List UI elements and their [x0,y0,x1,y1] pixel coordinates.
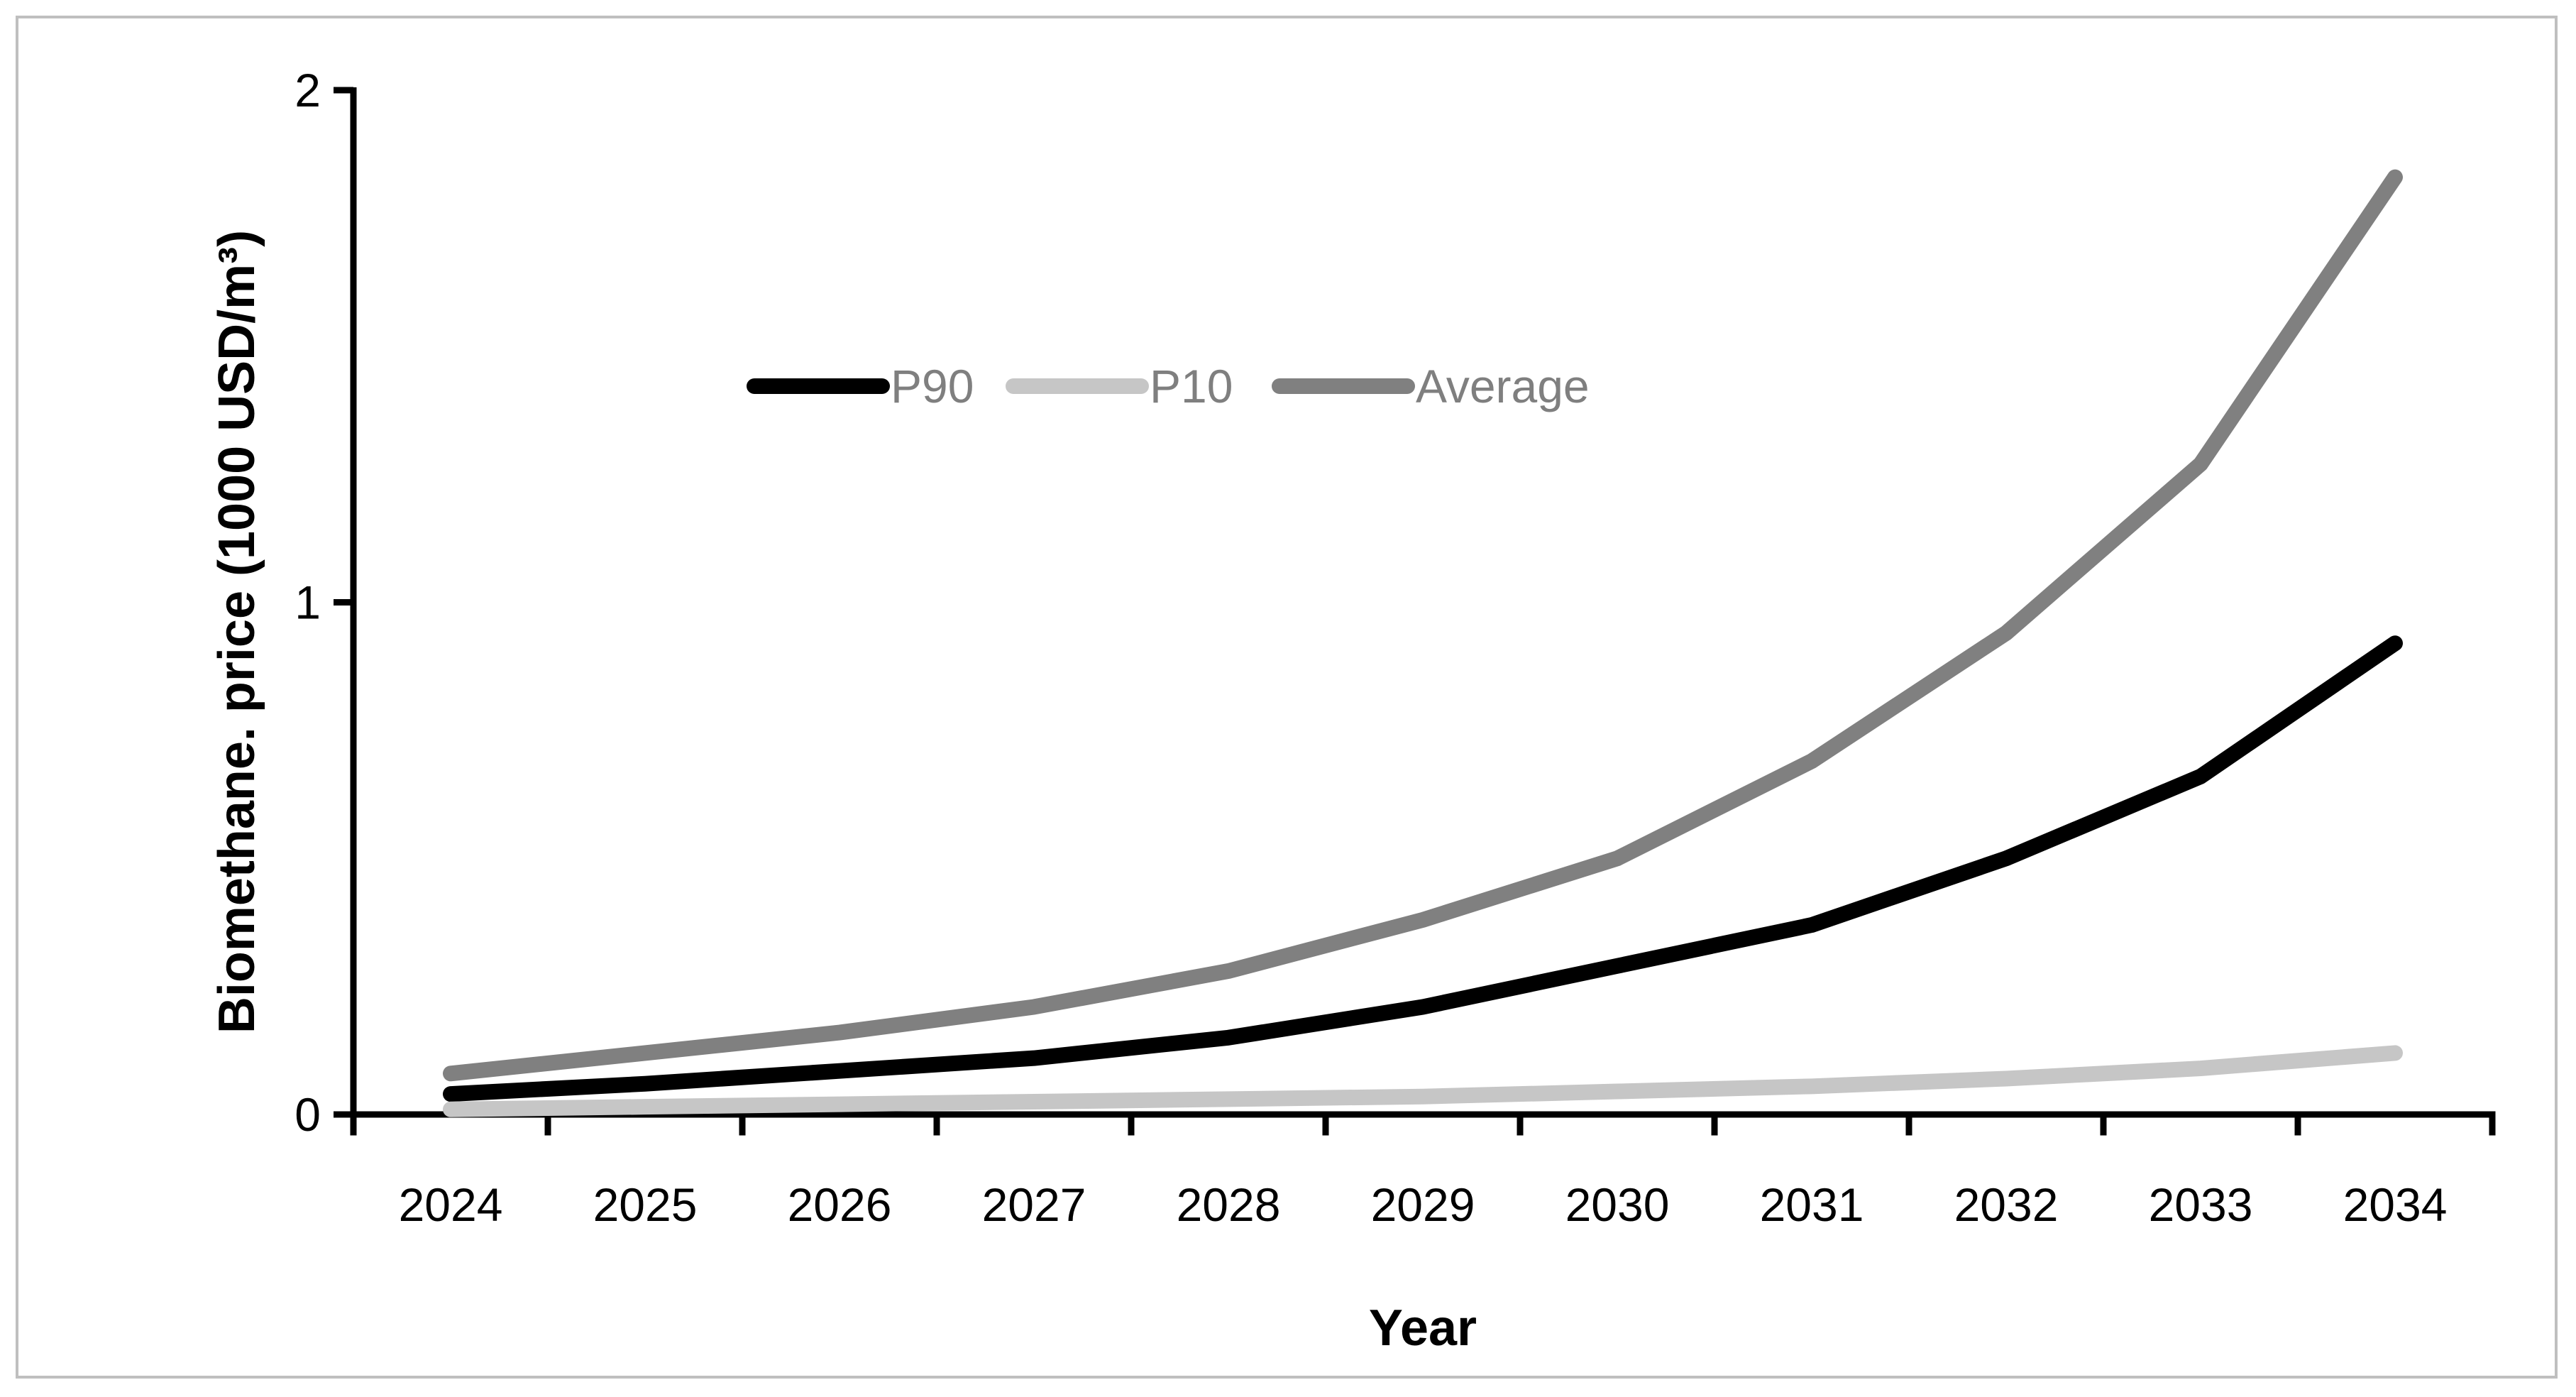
plot-area: 0 1 2 2024 2025 2026 2027 2028 2029 2030 2031 2032 2… [295,64,2496,1231]
legend-label-p10: P10 [1150,360,1233,412]
x-tick-label: 2031 [1760,1178,1864,1231]
y-tick-label: 1 [295,576,321,629]
legend-label-p90: P90 [891,360,974,412]
legend: P90 P10 Average [747,360,1590,412]
x-tick-label: 2025 [593,1178,698,1231]
x-tick-label: 2032 [1954,1178,2059,1231]
x-tick-label: 2024 [399,1178,503,1231]
x-tick-label: 2028 [1177,1178,1281,1231]
series-line-p90 [443,635,2403,1102]
y-tick-label: 2 [295,64,321,116]
legend-label-average: Average [1416,360,1590,412]
x-tick-label: 2033 [2149,1178,2253,1231]
y-axis-title: Biomethane. price (1000 USD/m³) [209,230,265,1034]
x-tick-label: 2029 [1371,1178,1475,1231]
x-tick-label: 2026 [788,1178,892,1231]
series-line-p10 [443,1045,2403,1117]
chart-outer-frame [16,16,2558,1379]
y-tick-label: 0 [295,1088,321,1141]
x-tick-label: 2030 [1565,1178,1670,1231]
x-tick-label: 2034 [2343,1178,2448,1231]
x-axis-title: Year [1369,1300,1477,1357]
x-tick-label: 2027 [982,1178,1086,1231]
series-line-average [443,169,2403,1082]
